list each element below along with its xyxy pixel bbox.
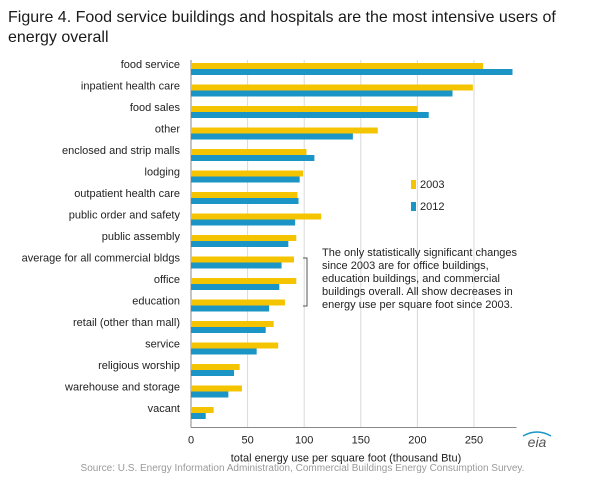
bar-2012 xyxy=(191,90,453,97)
x-tick-label: 0 xyxy=(188,435,194,447)
x-tick-label: 250 xyxy=(465,435,483,447)
bar-2012 xyxy=(191,219,296,226)
category-label: other xyxy=(155,124,180,136)
bar-2012 xyxy=(191,305,270,312)
bar-2012 xyxy=(191,370,235,376)
legend-label-2003: 2003 xyxy=(420,179,444,191)
bar-2012 xyxy=(191,69,513,75)
category-label: public order and safety xyxy=(69,210,181,222)
category-label: office xyxy=(154,274,180,286)
category-label: warehouse and storage xyxy=(64,382,180,394)
bar-2012 xyxy=(191,155,315,161)
x-tick-label: 100 xyxy=(295,435,313,447)
bar-2003 xyxy=(191,364,240,370)
annotation-bracket xyxy=(303,257,308,307)
bar-2012 xyxy=(191,348,257,355)
category-label: public assembly xyxy=(102,231,181,243)
bar-2012 xyxy=(191,284,280,290)
bar-2012 xyxy=(191,262,282,269)
source-note: Source: U.S. Energy Information Administ… xyxy=(80,463,525,474)
bar-2003 xyxy=(191,235,297,241)
logo-text: eia xyxy=(528,434,547,450)
chart-title: Figure 4. Food service buildings and hos… xyxy=(8,9,556,46)
category-label: enclosed and strip malls xyxy=(62,145,181,157)
eia-logo: eia xyxy=(520,430,554,450)
bar-2003 xyxy=(191,127,378,134)
legend-swatch-2003 xyxy=(411,180,416,189)
bar-2012 xyxy=(191,327,266,333)
category-label: service xyxy=(145,339,180,351)
bar-2003 xyxy=(191,106,418,112)
x-tick-label: 150 xyxy=(352,435,370,447)
bar-2003 xyxy=(191,149,307,155)
legend-label-2012: 2012 xyxy=(420,201,444,213)
category-label: vacant xyxy=(148,403,180,415)
category-label: food service xyxy=(121,59,180,71)
legend-swatch-2012 xyxy=(411,202,416,211)
bar-2003 xyxy=(191,84,473,91)
bar-2003 xyxy=(191,192,298,198)
bar-2012 xyxy=(191,112,429,118)
category-label: outpatient health care xyxy=(74,188,180,200)
bar-2003 xyxy=(191,63,484,69)
bar-2003 xyxy=(191,299,285,306)
category-label: inpatient health care xyxy=(81,81,180,93)
bar-2003 xyxy=(191,278,297,284)
bar-2012 xyxy=(191,198,299,204)
bar-2003 xyxy=(191,321,274,327)
bar-2012 xyxy=(191,241,289,247)
bar-2003 xyxy=(191,407,214,413)
category-label: retail (other than mall) xyxy=(73,317,180,329)
annotation-text: The only statistically significant chang… xyxy=(322,247,518,311)
category-label: lodging xyxy=(145,167,180,179)
x-axis-label: total energy use per square foot (thousa… xyxy=(231,453,462,465)
category-label: average for all commercial bldgs xyxy=(22,253,181,265)
bar-2003 xyxy=(191,342,279,349)
bar-2003 xyxy=(191,385,242,392)
bar-2003 xyxy=(191,170,304,177)
bar-2012 xyxy=(191,133,353,140)
bar-2012 xyxy=(191,391,229,398)
category-label: education xyxy=(132,296,180,308)
bar-2003 xyxy=(191,256,295,263)
x-tick-label: 50 xyxy=(241,435,253,447)
x-tick-label: 200 xyxy=(408,435,426,447)
category-label: food sales xyxy=(130,102,181,114)
bar-2012 xyxy=(191,176,300,183)
bar-2003 xyxy=(191,213,322,220)
bar-2012 xyxy=(191,413,206,419)
category-label: religious worship xyxy=(98,360,180,372)
